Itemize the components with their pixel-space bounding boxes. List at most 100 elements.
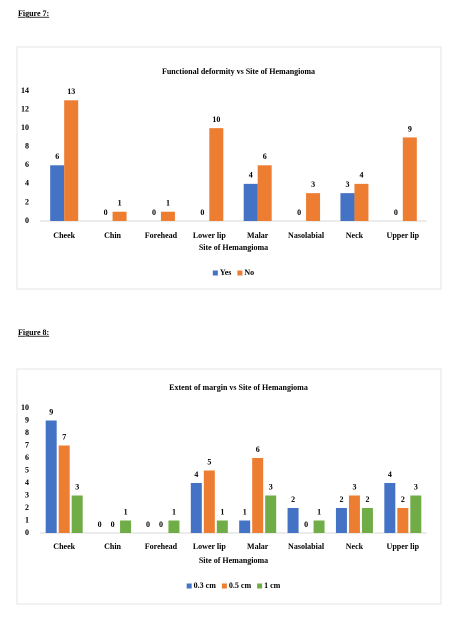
bar: [160, 211, 175, 221]
data-label: 3: [352, 482, 356, 491]
bar: [50, 165, 65, 221]
bar: [313, 520, 325, 533]
bar: [71, 495, 83, 533]
data-label: 1: [172, 507, 176, 516]
x-axis-label: Site of Hemangioma: [199, 243, 268, 252]
x-axis-label: Site of Hemangioma: [199, 556, 268, 565]
bar: [384, 483, 396, 533]
x-tick-label: Forehead: [145, 542, 178, 551]
y-tick-label: 7: [25, 440, 29, 449]
data-label: 9: [49, 407, 53, 416]
bar: [252, 458, 264, 533]
legend-label: Yes: [220, 268, 232, 277]
bar: [203, 470, 215, 533]
data-label: 1: [118, 199, 122, 208]
bar: [287, 508, 299, 533]
x-tick-label: Upper lip: [387, 542, 420, 551]
legend-label: No: [244, 268, 254, 277]
legend-swatch: [237, 270, 243, 276]
bar: [257, 165, 272, 221]
bar: [354, 183, 369, 221]
x-tick-label: Neck: [346, 542, 364, 551]
bar: [335, 508, 347, 533]
x-tick-label: Upper lip: [387, 231, 420, 240]
chart-frame: [16, 368, 442, 605]
x-tick-label: Malar: [247, 542, 269, 551]
bar: [243, 183, 258, 221]
data-label: 6: [263, 152, 267, 161]
data-label: 0: [394, 208, 398, 217]
y-tick-label: 4: [25, 179, 29, 188]
legend-swatch: [212, 270, 218, 276]
data-label: 4: [388, 470, 392, 479]
bar: [120, 520, 132, 533]
bar: [306, 193, 321, 221]
data-label: 1: [317, 507, 321, 516]
chart-title: Functional deformity vs Site of Hemangio…: [162, 67, 315, 76]
figure-caption: Figure 8:: [18, 328, 49, 337]
legend-label: 0.5 cm: [229, 581, 252, 590]
data-label: 2: [401, 495, 405, 504]
legend-label: 1 cm: [264, 581, 281, 590]
data-label: 1: [124, 507, 128, 516]
x-tick-label: Nasolabial: [288, 542, 325, 551]
data-label: 6: [256, 445, 260, 454]
data-label: 5: [207, 457, 211, 466]
bar: [64, 100, 79, 221]
data-label: 3: [414, 482, 418, 491]
y-tick-label: 14: [21, 86, 29, 95]
y-tick-label: 8: [25, 142, 29, 151]
data-label: 7: [62, 432, 66, 441]
data-label: 0: [200, 208, 204, 217]
data-label: 3: [345, 180, 349, 189]
data-label: 4: [359, 171, 363, 180]
data-label: 4: [249, 171, 253, 180]
data-label: 0: [304, 520, 308, 529]
legend-swatch: [186, 583, 192, 589]
x-tick-label: Lower lip: [193, 542, 227, 551]
y-tick-label: 2: [25, 503, 29, 512]
x-tick-label: Neck: [346, 231, 364, 240]
bar: [265, 495, 277, 533]
bar: [397, 508, 409, 533]
x-tick-label: Chin: [104, 231, 121, 240]
data-label: 10: [212, 115, 220, 124]
bar: [58, 445, 70, 533]
data-label: 1: [220, 507, 224, 516]
data-label: 2: [365, 495, 369, 504]
y-tick-label: 10: [21, 403, 29, 412]
y-tick-label: 12: [21, 104, 29, 113]
chart-frame: [16, 46, 442, 290]
data-label: 0: [111, 520, 115, 529]
y-tick-label: 6: [25, 453, 29, 462]
x-tick-label: Chin: [104, 542, 121, 551]
legend-swatch: [221, 583, 227, 589]
y-tick-label: 4: [25, 478, 29, 487]
data-label: 0: [98, 520, 102, 529]
bar: [190, 483, 202, 533]
data-label: 1: [243, 507, 247, 516]
data-label: 0: [152, 208, 156, 217]
bar: [168, 520, 180, 533]
bar: [361, 508, 373, 533]
bar: [410, 495, 422, 533]
data-label: 13: [67, 87, 75, 96]
x-tick-label: Cheek: [53, 542, 75, 551]
data-label: 0: [146, 520, 150, 529]
data-label: 3: [75, 482, 79, 491]
y-tick-label: 2: [25, 197, 29, 206]
data-label: 0: [104, 208, 108, 217]
x-tick-label: Forehead: [145, 231, 178, 240]
bar: [348, 495, 360, 533]
y-tick-label: 9: [25, 415, 29, 424]
y-tick-label: 6: [25, 160, 29, 169]
legend-label: 0.3 cm: [194, 581, 217, 590]
y-tick-label: 5: [25, 465, 29, 474]
y-tick-label: 3: [25, 490, 29, 499]
bar: [216, 520, 228, 533]
data-label: 1: [166, 199, 170, 208]
data-label: 0: [159, 520, 163, 529]
figure-caption: Figure 7:: [18, 9, 49, 18]
x-tick-label: Lower lip: [193, 231, 227, 240]
